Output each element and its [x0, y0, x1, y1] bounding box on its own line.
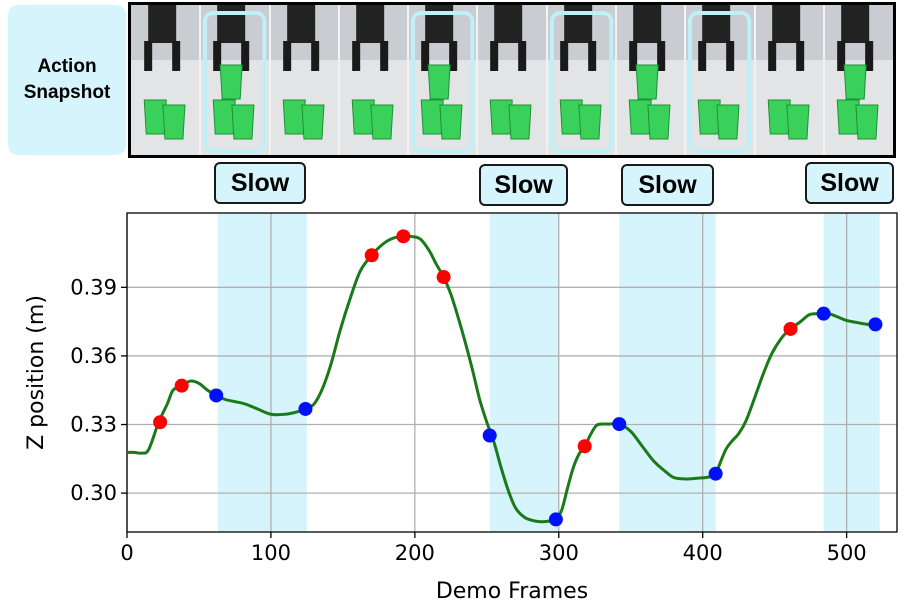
z-position-line: [126, 234, 880, 524]
red-point-3: [364, 248, 379, 263]
snapshot-frame-5: [408, 5, 478, 155]
action-snapshot-label: Action Snapshot: [8, 5, 126, 155]
snapshot-frame-6: [477, 5, 547, 155]
snapshot-frame-9: [685, 5, 755, 155]
red-point-6: [577, 439, 592, 454]
y-tick-label: 0.30: [70, 481, 117, 505]
slow-region-band-3: [619, 213, 716, 532]
snapshot-frame-10: [754, 5, 824, 155]
y-tick-label: 0.33: [70, 413, 117, 437]
blue-point-3: [482, 428, 497, 443]
red-point-2: [174, 378, 189, 393]
slow-region-band-2: [489, 213, 559, 532]
frame-divider: [337, 5, 340, 155]
blue-point-8: [868, 317, 883, 332]
blue-point-2: [298, 401, 313, 416]
slow-label-1: Slow: [214, 162, 306, 204]
snapshot-frame-3: [269, 5, 339, 155]
red-point-7: [783, 321, 798, 336]
x-tick-label: 300: [539, 541, 579, 565]
frame-divider: [407, 5, 410, 155]
slow-label-4: Slow: [805, 162, 894, 204]
action-snapshot-filmstrip: [128, 2, 896, 158]
snapshot-frame-11: [823, 5, 893, 155]
snapshot-frame-2: [200, 5, 270, 155]
x-axis-label: Demo Frames: [436, 579, 588, 604]
red-point-1: [153, 415, 168, 430]
slow-label-3: Slow: [621, 164, 714, 206]
frame-divider: [268, 5, 271, 155]
red-point-4: [396, 229, 411, 244]
blue-point-7: [816, 306, 831, 321]
frame-divider: [545, 5, 548, 155]
x-tick-label: 0: [120, 541, 133, 565]
frame-divider: [199, 5, 202, 155]
slow-region-band-4: [823, 213, 880, 532]
y-tick-label: 0.36: [70, 344, 117, 368]
x-tick-label: 400: [683, 541, 723, 565]
frame-divider: [476, 5, 479, 155]
snapshot-frame-7: [546, 5, 616, 155]
x-tick-label: 500: [827, 541, 867, 565]
snapshot-frame-1: [131, 5, 201, 155]
red-point-5: [436, 270, 451, 285]
blue-point-1: [209, 388, 224, 403]
snapshot-frame-8: [615, 5, 686, 155]
action-label-line2: Snapshot: [23, 82, 111, 103]
frame-divider: [753, 5, 756, 155]
y-tick-label: 0.39: [70, 275, 117, 299]
slow-region-band-1: [217, 213, 307, 532]
frame-divider: [822, 5, 825, 155]
plot-frame: [126, 212, 898, 533]
frame-divider: [684, 5, 687, 155]
action-label-line1: Action: [37, 56, 97, 77]
blue-point-5: [612, 417, 627, 432]
x-tick-label: 200: [395, 541, 435, 565]
blue-point-6: [708, 466, 723, 481]
blue-point-4: [548, 512, 563, 527]
y-axis-label: Z position (m): [24, 295, 49, 450]
frame-divider: [614, 5, 617, 155]
slow-label-2: Slow: [479, 164, 568, 206]
x-tick-label: 100: [251, 541, 291, 565]
snapshot-frame-4: [338, 5, 409, 155]
